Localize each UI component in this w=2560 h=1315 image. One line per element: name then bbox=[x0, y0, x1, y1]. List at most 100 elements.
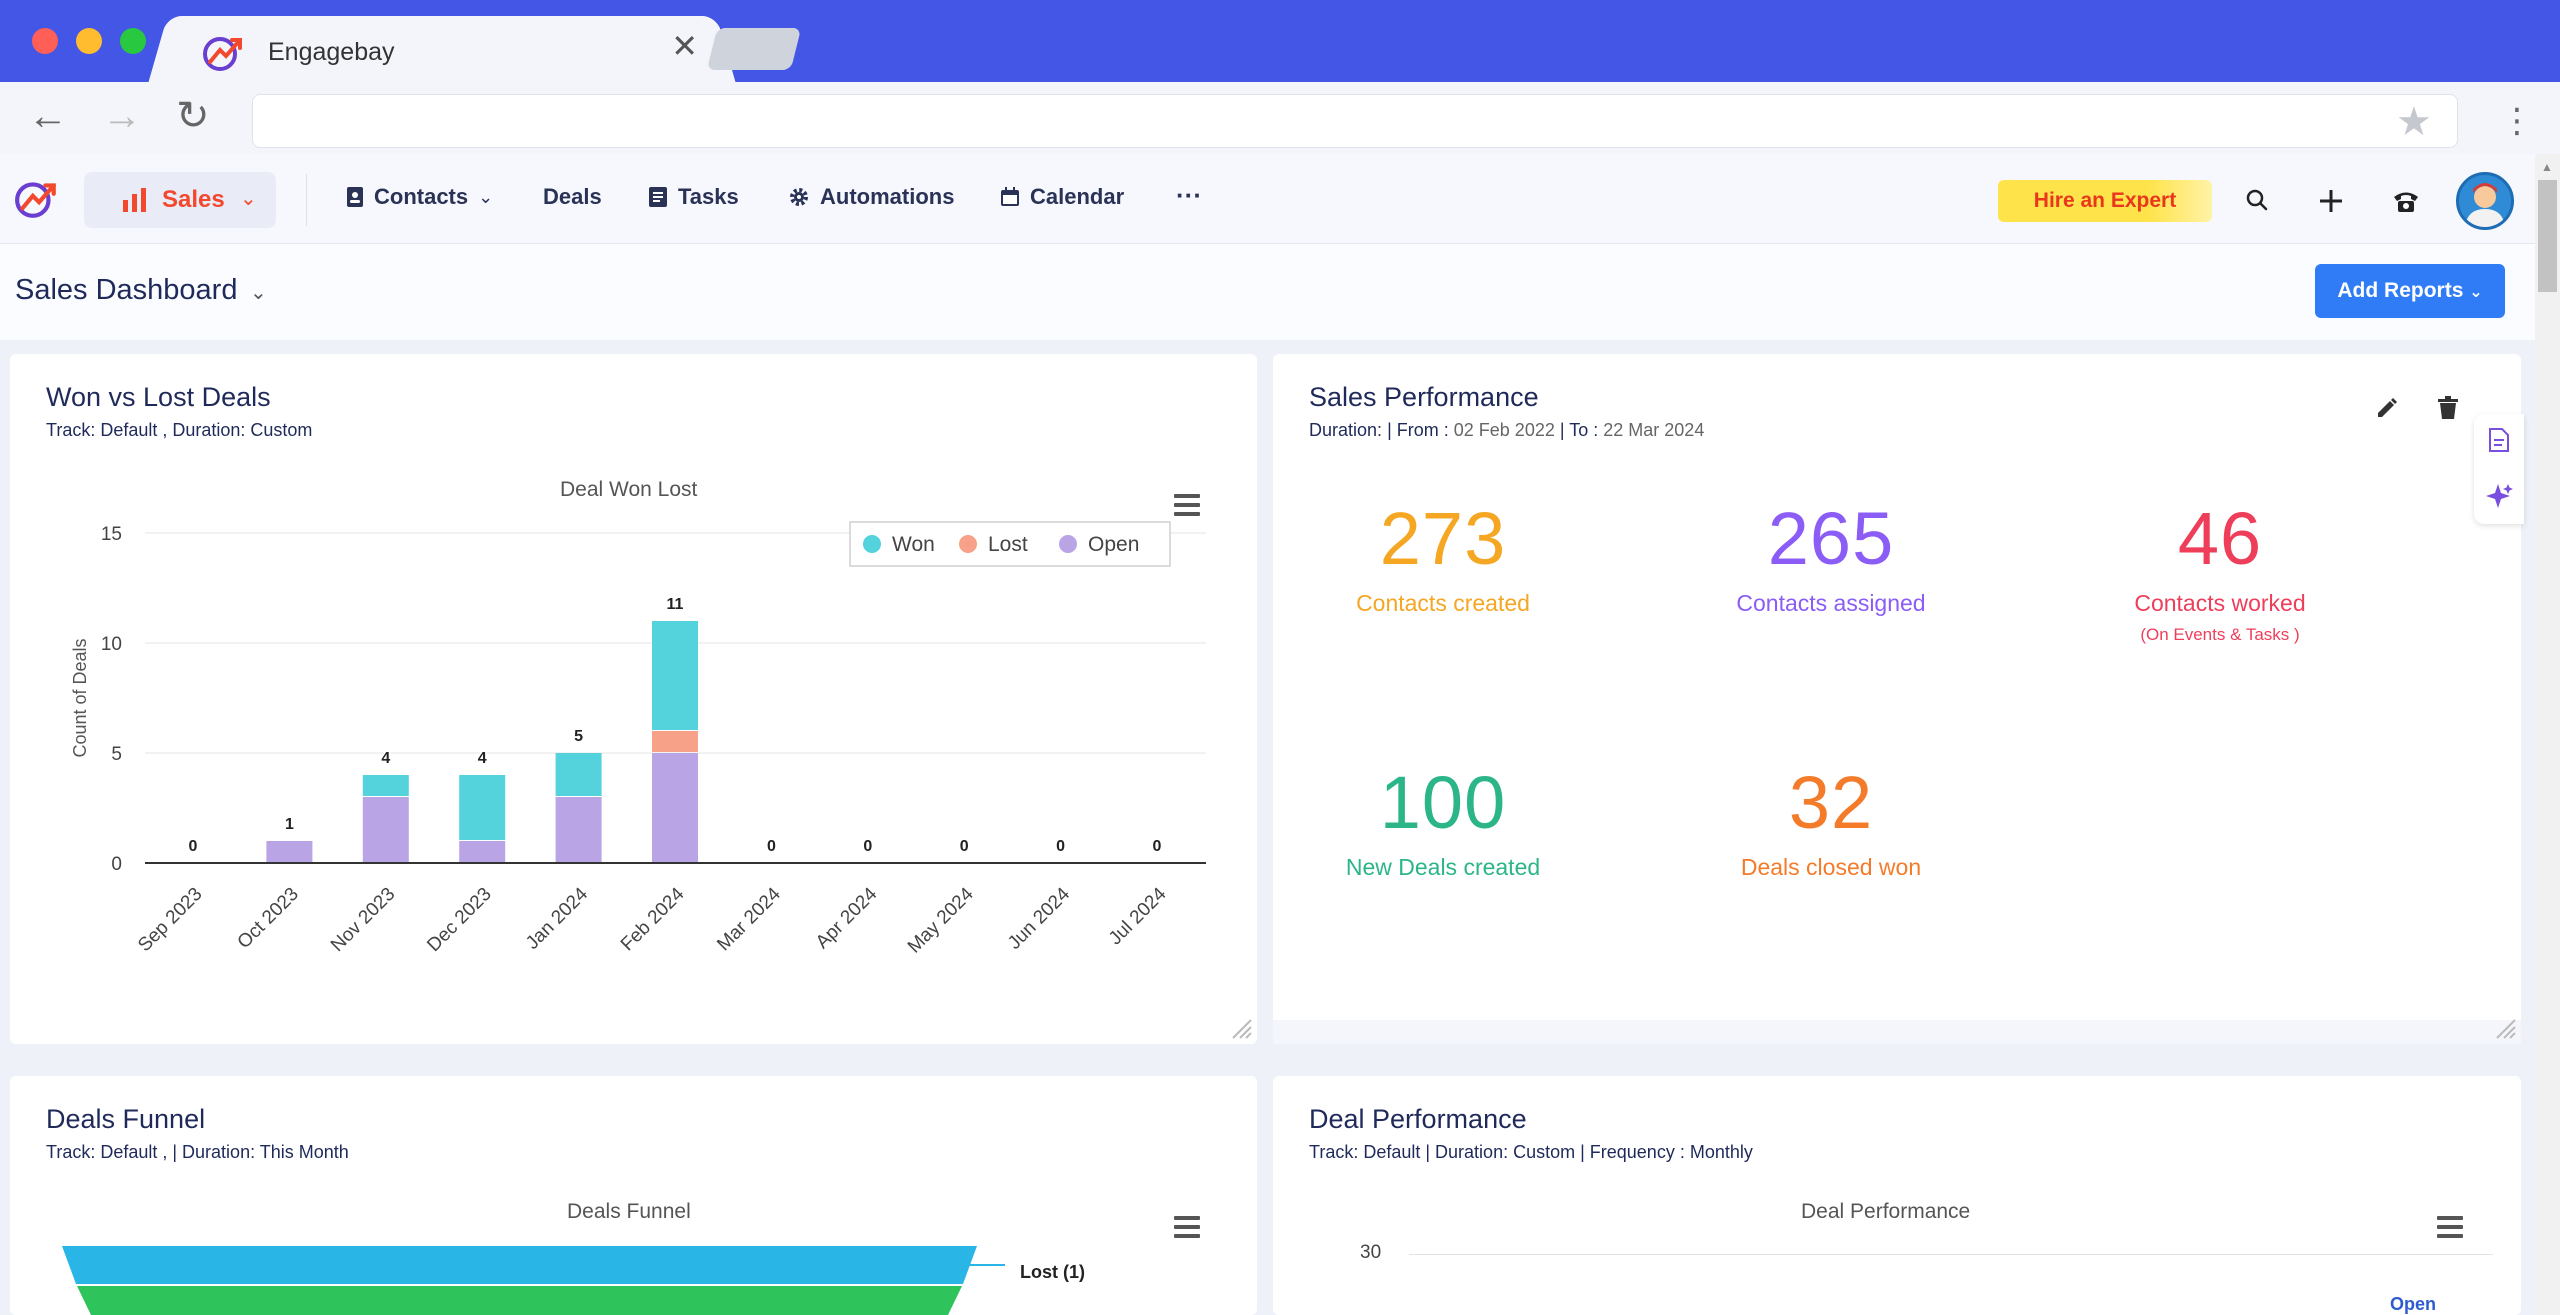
x-tick-label: Jan 2024 bbox=[522, 883, 592, 953]
chart-menu-icon[interactable] bbox=[2437, 1216, 2463, 1238]
browser-tab[interactable]: Engagebay ✕ bbox=[172, 16, 712, 82]
user-avatar[interactable] bbox=[2456, 172, 2514, 230]
chart-menu-icon[interactable] bbox=[1174, 494, 1200, 516]
bar-segment-open bbox=[652, 753, 698, 862]
plus-icon[interactable] bbox=[2318, 188, 2344, 214]
bar-segment-open bbox=[362, 797, 409, 862]
url-input[interactable] bbox=[252, 94, 2458, 148]
x-tick-label: Oct 2023 bbox=[234, 884, 303, 953]
sales-module-label: Sales bbox=[162, 186, 225, 213]
window-close-button[interactable] bbox=[32, 28, 58, 54]
new-tab-button[interactable] bbox=[706, 28, 802, 70]
legend-label-open: Open bbox=[1088, 533, 1139, 556]
bar-total-label: 0 bbox=[960, 838, 969, 855]
bar-segment-won bbox=[652, 621, 698, 730]
card-title: Sales Performance bbox=[1309, 382, 1539, 412]
stat-label: Deals closed won bbox=[1740, 854, 1922, 880]
nav-contacts-label: Contacts bbox=[374, 184, 469, 209]
bar-total-label: 0 bbox=[1153, 838, 1162, 855]
bookmark-star-icon[interactable]: ★ bbox=[2396, 100, 2432, 144]
add-reports-button[interactable]: Add Reports ⌄ bbox=[2315, 264, 2505, 318]
reload-icon[interactable]: ↻ bbox=[176, 94, 210, 138]
nav-calendar[interactable]: Calendar bbox=[1000, 184, 1124, 210]
legend-label-lost: Lost bbox=[988, 533, 1028, 556]
search-icon[interactable] bbox=[2245, 188, 2269, 212]
bar-segment-won bbox=[459, 775, 506, 840]
y-tick-label: 5 bbox=[111, 744, 122, 765]
bar-segment-open bbox=[555, 797, 602, 862]
x-tick-label: Feb 2024 bbox=[617, 883, 689, 955]
resize-handle-icon[interactable] bbox=[1229, 1016, 1253, 1040]
to-label: | To : bbox=[1559, 420, 1599, 440]
browser-menu-icon[interactable]: ⋮ bbox=[2500, 102, 2534, 140]
edit-pencil-icon[interactable] bbox=[2375, 396, 2399, 420]
sales-performance-card: Sales Performance Duration: | From : 02 … bbox=[1273, 354, 2521, 1044]
x-tick-label: Nov 2023 bbox=[327, 884, 399, 956]
legend-label-won: Won bbox=[892, 533, 935, 556]
chart-menu-icon[interactable] bbox=[1174, 1216, 1200, 1238]
stat-value: 100 bbox=[1379, 761, 1507, 844]
nav-automations[interactable]: Automations bbox=[788, 184, 954, 210]
nav-deals[interactable]: Deals bbox=[543, 184, 602, 210]
stat-note: (On Events & Tasks ) bbox=[2140, 625, 2300, 644]
legend-swatch-won bbox=[863, 535, 881, 553]
stat-label: Contacts created bbox=[1356, 590, 1530, 616]
bar-total-label: 0 bbox=[1056, 838, 1065, 855]
scrollbar-thumb[interactable] bbox=[2538, 180, 2557, 292]
nav-contacts[interactable]: Contacts ⌄ bbox=[346, 184, 493, 210]
tab-title: Engagebay bbox=[268, 38, 395, 66]
app-logo-icon[interactable] bbox=[14, 176, 60, 220]
hire-expert-button[interactable]: Hire an Expert bbox=[1998, 180, 2212, 222]
window-maximize-button[interactable] bbox=[120, 28, 146, 54]
stat-value: 265 bbox=[1767, 497, 1895, 580]
bar-total-label: 11 bbox=[667, 596, 684, 613]
chart-legend-box bbox=[849, 521, 1171, 567]
card-subtitle: Track: Default , Duration: Custom bbox=[46, 420, 313, 440]
deals-funnel-card: Deals Funnel Track: Default , | Duration… bbox=[10, 1076, 1257, 1315]
delete-trash-icon[interactable] bbox=[2437, 396, 2459, 420]
legend-open[interactable]: Open bbox=[2390, 1294, 2437, 1314]
nav-tasks[interactable]: Tasks bbox=[648, 184, 739, 210]
gear-icon bbox=[790, 188, 808, 206]
x-tick-label: Apr 2024 bbox=[812, 883, 882, 953]
card-footer-strip bbox=[1273, 1020, 2521, 1044]
tab-close-icon[interactable]: ✕ bbox=[671, 28, 698, 64]
nav-more-button[interactable]: ··· bbox=[1176, 180, 1202, 211]
stat-value: 32 bbox=[1788, 761, 1874, 844]
x-tick-label: Mar 2024 bbox=[713, 883, 785, 955]
card-subtitle: Track: Default | Duration: Custom | Freq… bbox=[1309, 1142, 1753, 1162]
chart-title: Deal Won Lost bbox=[560, 478, 698, 501]
resize-handle-icon[interactable] bbox=[2493, 1016, 2517, 1040]
funnel-stage-lost[interactable] bbox=[62, 1246, 977, 1284]
address-bar-row: ← → ↻ ★ ⋮ bbox=[0, 82, 2560, 154]
funnel-stage-next[interactable] bbox=[77, 1286, 962, 1315]
ai-sparkle-icon[interactable] bbox=[2486, 482, 2514, 510]
card-title: Won vs Lost Deals bbox=[46, 382, 271, 412]
card-subtitle: Duration: | From : 02 Feb 2022 | To : 22… bbox=[1309, 420, 1704, 441]
back-arrow-icon[interactable]: ← bbox=[28, 94, 68, 138]
bar-total-label: 0 bbox=[767, 838, 776, 855]
phone-icon[interactable] bbox=[2392, 188, 2420, 214]
app-top-nav: Sales ⌄ Contacts ⌄ Deals Tasks Automatio… bbox=[0, 154, 2535, 244]
stat-label: New Deals created bbox=[1345, 854, 1541, 880]
notes-icon[interactable] bbox=[2488, 428, 2510, 452]
chevron-down-icon[interactable]: ⌄ bbox=[250, 282, 267, 304]
y-tick-label: 0 bbox=[111, 854, 122, 875]
contacts-icon bbox=[347, 187, 363, 207]
duration-label: Duration: bbox=[1309, 420, 1383, 440]
more-dots-icon: ··· bbox=[1176, 180, 1202, 210]
sales-module-dropdown[interactable]: Sales ⌄ bbox=[84, 172, 276, 228]
page-scrollbar[interactable] bbox=[2535, 154, 2560, 1315]
bar-segment-open bbox=[459, 841, 506, 862]
from-value: 02 Feb 2022 bbox=[1453, 420, 1555, 440]
forward-arrow-icon[interactable]: → bbox=[102, 94, 142, 138]
tasks-icon bbox=[649, 187, 667, 207]
nav-automations-label: Automations bbox=[820, 184, 955, 209]
window-minimize-button[interactable] bbox=[76, 28, 102, 54]
to-value: 22 Mar 2024 bbox=[1603, 420, 1705, 440]
legend-swatch-lost bbox=[959, 535, 977, 553]
scroll-up-arrow-icon[interactable]: ▲ bbox=[2541, 160, 2553, 174]
chart-title: Deals Funnel bbox=[567, 1200, 691, 1223]
dashboard-title[interactable]: Sales Dashboard bbox=[15, 274, 238, 306]
bar-total-label: 5 bbox=[574, 728, 583, 745]
